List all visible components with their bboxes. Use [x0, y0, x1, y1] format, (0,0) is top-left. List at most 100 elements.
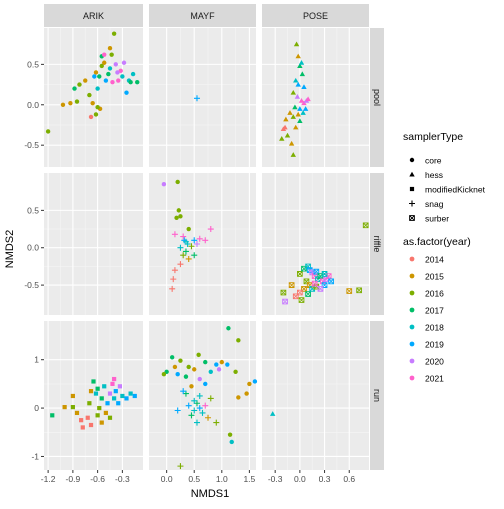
data-point [288, 140, 295, 146]
data-point [193, 419, 200, 426]
x-tick-label: -1.2 [41, 474, 56, 484]
data-point [93, 112, 99, 117]
data-point [229, 439, 234, 445]
panel-background [262, 321, 369, 470]
data-point [293, 77, 299, 83]
legend-key-surber [409, 215, 415, 221]
data-point [93, 70, 99, 75]
data-point [301, 100, 307, 106]
x-tick-label: -0.3 [268, 474, 283, 484]
legend-key-2017 [409, 307, 415, 313]
data-point [116, 401, 121, 406]
data-point [362, 222, 369, 229]
data-point [103, 78, 109, 83]
data-point [95, 86, 100, 91]
data-point [305, 96, 311, 102]
y-tick-label: 0.5 [27, 59, 39, 69]
data-point [95, 104, 100, 110]
data-point [174, 407, 181, 414]
data-point [183, 374, 189, 379]
data-point [116, 78, 121, 83]
data-point [177, 244, 184, 251]
data-point [207, 226, 214, 233]
legend-year-title: as.factor(year) [403, 236, 471, 248]
data-point [233, 369, 238, 374]
data-point [107, 66, 113, 71]
legend-label: 2021 [425, 374, 444, 384]
data-point [244, 391, 249, 396]
data-point [97, 405, 102, 411]
panel-background [44, 173, 143, 315]
data-point [171, 267, 178, 274]
data-point [202, 237, 209, 244]
data-point [297, 271, 303, 277]
data-point [174, 215, 179, 221]
data-point [214, 362, 219, 367]
data-point [270, 411, 276, 416]
data-point [90, 100, 95, 106]
data-point [189, 384, 194, 389]
data-point [68, 100, 73, 106]
data-point [305, 291, 311, 297]
panel-background [262, 173, 369, 315]
data-point [85, 415, 90, 420]
data-point [182, 238, 189, 245]
data-point [311, 280, 318, 287]
data-point [216, 367, 222, 372]
data-point [197, 376, 202, 382]
x-tick-label: 1.5 [243, 474, 255, 484]
data-point [236, 395, 241, 400]
data-point [196, 352, 201, 358]
data-point [88, 389, 94, 394]
data-point [302, 106, 309, 111]
data-point [87, 401, 92, 406]
data-point [293, 124, 299, 130]
data-point [161, 182, 167, 187]
data-point [202, 402, 209, 409]
data-point [83, 78, 88, 83]
data-point [287, 110, 293, 115]
data-point [186, 226, 191, 232]
data-point [346, 288, 353, 294]
legend-label: 2020 [425, 357, 444, 367]
data-point [227, 432, 233, 437]
legend-key-2016 [409, 290, 415, 296]
data-point [188, 412, 195, 419]
data-point [170, 276, 177, 283]
strip-row-label: pool [372, 89, 382, 106]
strip-row-label: run [372, 389, 382, 402]
data-point [50, 413, 55, 418]
data-point [74, 410, 80, 416]
data-point [192, 367, 197, 372]
data-point [118, 68, 123, 74]
panel-pose-riffle [262, 173, 369, 315]
data-point [120, 393, 125, 399]
data-point [112, 396, 117, 401]
x-tick-label: -0.3 [115, 474, 130, 484]
x-tick-label: -0.6 [90, 474, 105, 484]
panel-mayf-pool [149, 28, 256, 167]
legend-label: 2017 [425, 306, 444, 316]
data-point [252, 379, 258, 384]
y-tick-label: 0 [34, 403, 39, 413]
legend-label: 2015 [425, 272, 444, 282]
data-point [297, 118, 303, 123]
data-point [208, 369, 213, 374]
data-point [317, 285, 324, 292]
data-point [219, 359, 225, 365]
data-point [203, 381, 208, 387]
data-point [188, 243, 195, 250]
strip-col-label: MAYF [190, 11, 215, 21]
panel-pose-pool [262, 28, 369, 167]
data-point [87, 92, 92, 98]
legend-key-2021 [409, 375, 415, 381]
data-point [290, 114, 296, 119]
data-point [180, 388, 187, 395]
data-point [193, 95, 200, 102]
data-point [97, 74, 102, 79]
legend-key-2019 [409, 341, 415, 347]
data-point [185, 255, 192, 262]
data-point [292, 293, 299, 300]
strip-row-pool [370, 28, 384, 167]
data-point [236, 338, 241, 343]
